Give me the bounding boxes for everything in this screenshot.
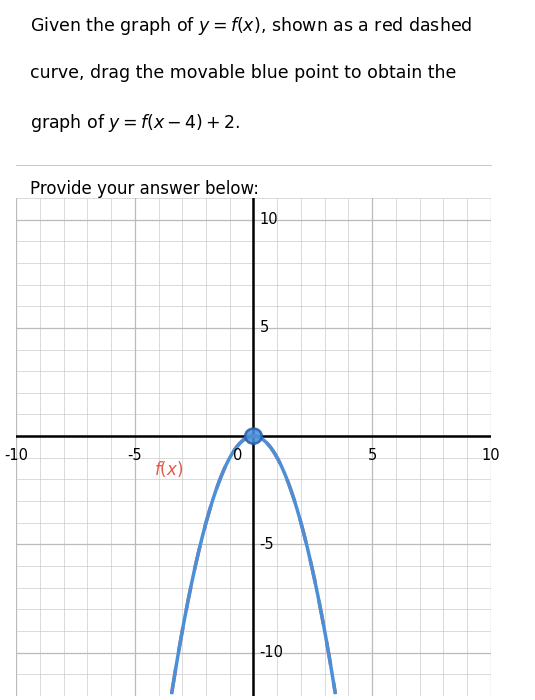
Text: Given the graph of $y = f(x)$, shown as a red dashed: Given the graph of $y = f(x)$, shown as …: [30, 15, 472, 37]
Text: 5: 5: [259, 321, 269, 335]
Text: 5: 5: [368, 448, 377, 463]
Text: -10: -10: [259, 645, 284, 660]
Text: 10: 10: [482, 448, 500, 463]
Text: -5: -5: [127, 448, 142, 463]
Text: Provide your answer below:: Provide your answer below:: [30, 180, 259, 198]
Text: -5: -5: [259, 537, 274, 552]
Text: -10: -10: [4, 448, 28, 463]
Text: 10: 10: [259, 212, 278, 228]
Text: curve, drag the movable blue point to obtain the: curve, drag the movable blue point to ob…: [30, 64, 457, 82]
Text: graph of $y = f(x - 4) + 2$.: graph of $y = f(x - 4) + 2$.: [30, 112, 241, 134]
Circle shape: [245, 428, 262, 444]
Text: $f(x)$: $f(x)$: [154, 459, 183, 479]
Text: 0: 0: [233, 448, 243, 463]
